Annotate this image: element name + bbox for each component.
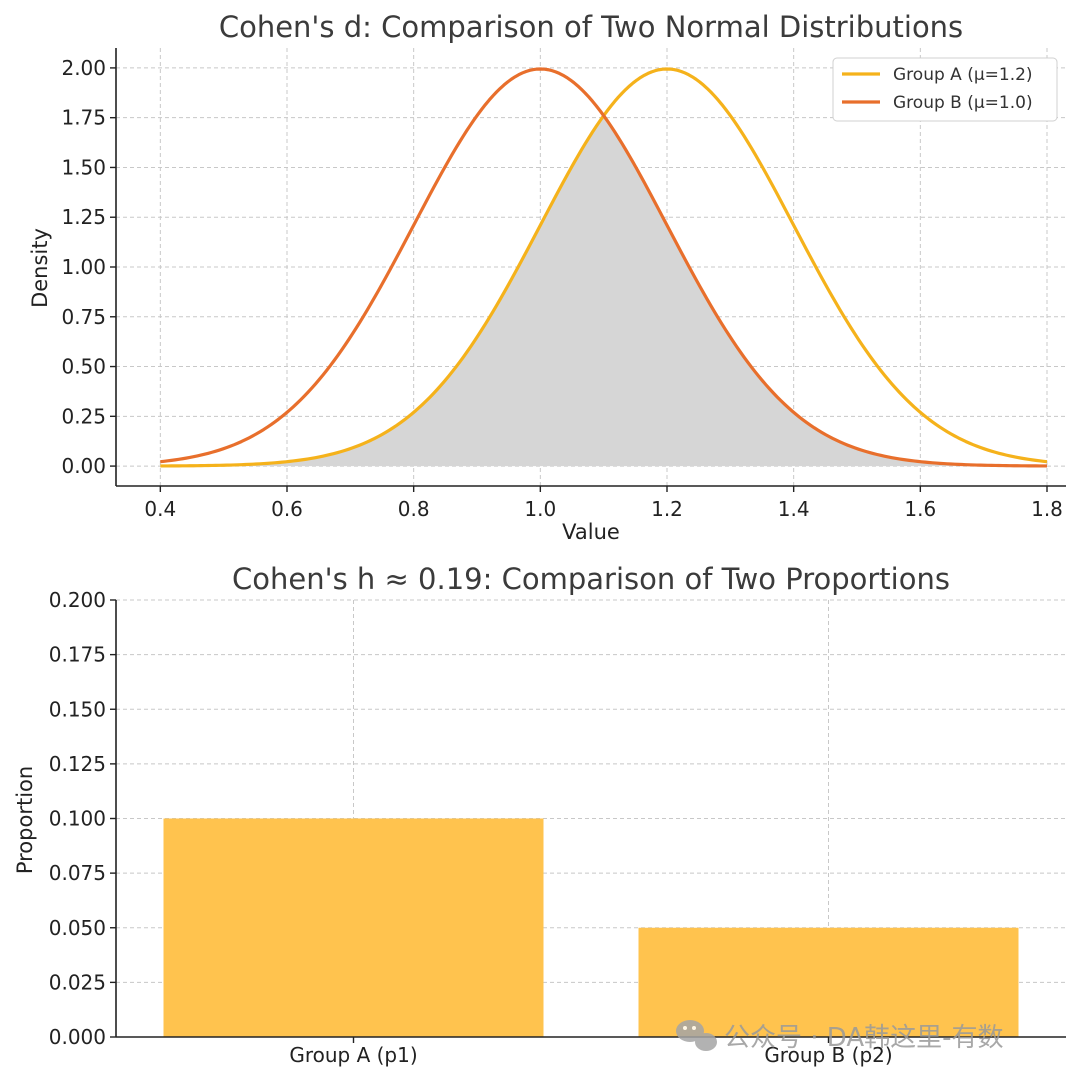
legend-box (832, 57, 1058, 122)
proportion-y-tick-label: 0.125 (49, 752, 106, 776)
density-x-tick-label: 1.2 (651, 497, 683, 521)
proportion-x-tick-label: Group B (p2) (764, 1043, 892, 1067)
proportion-y-tick-label: 0.000 (49, 1025, 106, 1049)
proportion-x-ticks: Group A (p1) Group B (p2) (289, 1037, 893, 1067)
watermark-text: 公众号 · DA韩这里-有数 (724, 1023, 1004, 1053)
density-x-tick-label: 1.6 (904, 497, 936, 521)
proportion-bars (163, 818, 1019, 1037)
overlap-area (160, 115, 1047, 467)
density-y-tick-label: 1.50 (61, 155, 106, 179)
density-x-tick-label: 1.0 (524, 497, 556, 521)
density-x-tick-label: 0.6 (271, 497, 303, 521)
density-x-tick-label: 0.8 (398, 497, 430, 521)
proportion-y-axis-label: Proportion (13, 766, 37, 874)
density-x-tick-label: 1.8 (1031, 497, 1063, 521)
density-y-tick-label: 0.75 (61, 305, 106, 329)
density-y-tick-label: 0.25 (61, 404, 106, 428)
density-y-tick-label: 1.00 (61, 255, 106, 279)
density-x-tick-label: 1.4 (778, 497, 810, 521)
group-b-density-line (160, 67, 1048, 468)
proportion-y-ticks: 0.000 0.025 0.050 0.075 0.100 0.125 0.150 0.175… (49, 588, 116, 1049)
density-y-tick-label: 2.00 (61, 56, 106, 80)
density-y-axis-label: Density (28, 228, 52, 308)
density-y-ticks: 0.00 0.25 0.50 0.75 1.00 1.25 1.50 1.75 2.00 (61, 56, 116, 478)
proportion-bar (163, 818, 544, 1037)
density-y-tick-label: 1.25 (61, 205, 106, 229)
wechat-icon (676, 1020, 717, 1051)
legend-label-group-a: Group A (μ=1.2) (893, 65, 1033, 85)
density-chart: Cohen's d: Comparison of Two Normal Dist… (28, 10, 1066, 544)
proportion-x-tick-label: Group A (p1) (289, 1043, 417, 1067)
proportion-y-tick-label: 0.075 (49, 861, 106, 885)
proportion-y-tick-label: 0.050 (49, 916, 106, 940)
density-y-tick-label: 0.50 (61, 355, 106, 379)
proportion-y-tick-label: 0.200 (49, 588, 106, 612)
density-x-tick-label: 0.4 (144, 497, 176, 521)
legend-label-group-b: Group B (μ=1.0) (893, 93, 1033, 113)
density-y-tick-label: 1.75 (61, 106, 106, 130)
proportion-y-tick-label: 0.150 (49, 697, 106, 721)
density-x-ticks: 0.4 0.6 0.8 1.0 1.2 1.4 1.6 1.8 (144, 486, 1063, 521)
proportion-y-tick-label: 0.100 (49, 807, 106, 831)
watermark: 公众号 · DA韩这里-有数 (676, 1020, 1004, 1053)
density-y-tick-label: 0.00 (61, 454, 106, 478)
density-x-axis-label: Value (562, 520, 620, 544)
proportion-y-tick-label: 0.025 (49, 970, 106, 994)
proportion-chart: Cohen's h ≈ 0.19: Comparison of Two Prop… (13, 562, 1066, 1067)
proportion-bar (638, 927, 1019, 1037)
proportion-chart-title: Cohen's h ≈ 0.19: Comparison of Two Prop… (232, 562, 950, 596)
density-chart-title: Cohen's d: Comparison of Two Normal Dist… (219, 10, 963, 44)
proportion-y-tick-label: 0.175 (49, 643, 106, 667)
density-legend: Group A (μ=1.2) Group B (μ=1.0) (832, 57, 1058, 122)
